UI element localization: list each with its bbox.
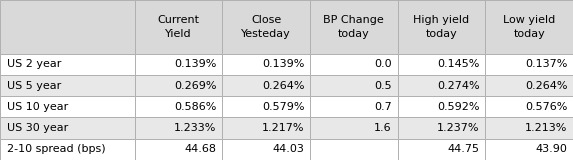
Text: 0.0: 0.0 <box>374 59 392 69</box>
Bar <box>0 54 135 75</box>
Text: 0.7: 0.7 <box>374 102 392 112</box>
Bar <box>310 54 398 75</box>
Bar <box>0 139 135 160</box>
Text: US 30 year: US 30 year <box>7 123 68 133</box>
Bar <box>310 96 398 117</box>
Bar <box>398 75 485 96</box>
Bar <box>485 54 573 75</box>
Text: US 2 year: US 2 year <box>7 59 61 69</box>
Bar <box>135 139 222 160</box>
Bar <box>0 96 135 117</box>
Text: 0.579%: 0.579% <box>262 102 304 112</box>
Bar <box>135 54 222 75</box>
Bar <box>222 139 310 160</box>
Text: 0.264%: 0.264% <box>262 80 304 91</box>
Text: 0.145%: 0.145% <box>437 59 480 69</box>
Bar <box>398 117 485 139</box>
Bar <box>398 96 485 117</box>
Text: Current
Yield: Current Yield <box>158 15 199 39</box>
Bar <box>135 0 222 54</box>
Text: 0.264%: 0.264% <box>525 80 567 91</box>
Bar <box>310 0 398 54</box>
Bar <box>310 139 398 160</box>
Bar <box>0 75 135 96</box>
Bar <box>310 75 398 96</box>
Bar <box>135 96 222 117</box>
Text: 0.274%: 0.274% <box>437 80 480 91</box>
Text: 0.592%: 0.592% <box>437 102 480 112</box>
Text: BP Change
today: BP Change today <box>323 15 384 39</box>
Text: 0.576%: 0.576% <box>525 102 567 112</box>
Text: US 10 year: US 10 year <box>7 102 68 112</box>
Bar <box>485 117 573 139</box>
Text: 0.586%: 0.586% <box>174 102 217 112</box>
Bar <box>222 75 310 96</box>
Text: 1.6: 1.6 <box>374 123 392 133</box>
Bar <box>222 54 310 75</box>
Bar <box>310 117 398 139</box>
Text: 0.269%: 0.269% <box>174 80 217 91</box>
Text: US 5 year: US 5 year <box>7 80 61 91</box>
Bar <box>485 139 573 160</box>
Bar <box>398 139 485 160</box>
Text: 44.75: 44.75 <box>448 144 480 154</box>
Text: 0.139%: 0.139% <box>262 59 304 69</box>
Bar <box>222 117 310 139</box>
Text: High yield
today: High yield today <box>414 15 469 39</box>
Bar <box>398 0 485 54</box>
Text: Close
Yesteday: Close Yesteday <box>241 15 291 39</box>
Text: 2-10 spread (bps): 2-10 spread (bps) <box>7 144 105 154</box>
Bar <box>135 117 222 139</box>
Text: Low yield
today: Low yield today <box>503 15 555 39</box>
Text: 1.213%: 1.213% <box>525 123 567 133</box>
Text: 1.217%: 1.217% <box>262 123 304 133</box>
Text: 1.233%: 1.233% <box>174 123 217 133</box>
Bar <box>398 54 485 75</box>
Text: 1.237%: 1.237% <box>437 123 480 133</box>
Text: 43.90: 43.90 <box>535 144 567 154</box>
Bar <box>485 75 573 96</box>
Text: 0.137%: 0.137% <box>525 59 567 69</box>
Text: 44.68: 44.68 <box>185 144 217 154</box>
Bar <box>135 75 222 96</box>
Bar <box>485 96 573 117</box>
Bar <box>222 96 310 117</box>
Text: 44.03: 44.03 <box>272 144 304 154</box>
Bar <box>485 0 573 54</box>
Text: 0.5: 0.5 <box>374 80 392 91</box>
Bar <box>0 0 135 54</box>
Bar <box>0 117 135 139</box>
Text: 0.139%: 0.139% <box>174 59 217 69</box>
Bar <box>222 0 310 54</box>
